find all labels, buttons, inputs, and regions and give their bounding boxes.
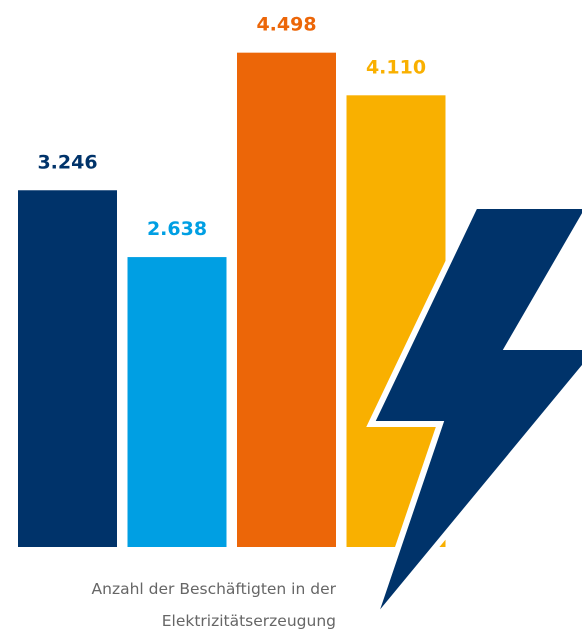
bar <box>127 257 227 547</box>
value-label: 2.638 <box>147 218 207 240</box>
caption-line: Anzahl der Beschäftigten in der <box>92 580 337 598</box>
bar <box>18 190 117 548</box>
caption-line: Elektrizitätserzeugung <box>162 612 336 630</box>
value-label: 4.110 <box>366 56 426 78</box>
bars: 3.246 2.638 4.498 4.110 <box>18 14 446 548</box>
lightning-bolt <box>366 203 585 626</box>
bar <box>237 52 336 547</box>
value-label: 3.246 <box>37 151 97 173</box>
value-label: 4.498 <box>256 14 316 36</box>
